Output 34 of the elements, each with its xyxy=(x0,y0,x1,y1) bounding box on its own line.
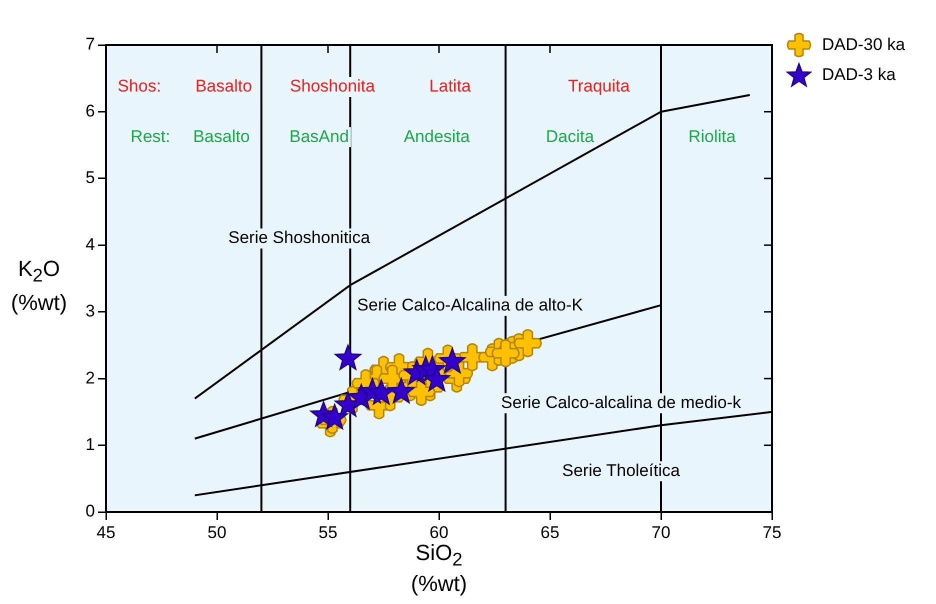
y-tick-label: 3 xyxy=(86,302,95,321)
annotation: Basalto xyxy=(195,76,252,96)
annotation: Shos: xyxy=(118,76,162,96)
annotation: Riolita xyxy=(688,126,736,146)
x-tick-label: 60 xyxy=(430,522,448,542)
annotation: Serie Tholeítica xyxy=(562,460,680,480)
annotation: Serie Calco-alcalina de medio-k xyxy=(501,392,742,412)
y-tick-label: 5 xyxy=(86,168,95,188)
x-axis-title: SiO$_{2}$ (%wt) xyxy=(410,540,468,596)
annotation: Andesita xyxy=(404,126,470,146)
annotation: Serie Calco-Alcalina de alto-K xyxy=(357,296,584,315)
y-tick-label: 7 xyxy=(86,34,95,54)
annotation: Basalto xyxy=(193,126,250,146)
x-tick-label: 50 xyxy=(208,522,226,542)
y-tick-label: 0 xyxy=(86,502,95,521)
annotation: Shoshonita xyxy=(290,76,376,96)
annotation: Traquita xyxy=(568,76,630,96)
annotation: Dacita xyxy=(546,126,595,146)
x-tick-label: 65 xyxy=(540,522,560,542)
x-tick-label: 55 xyxy=(318,522,338,542)
legend-label: DAD-3 ka xyxy=(822,65,896,85)
annotation: BasAnd xyxy=(289,126,349,146)
y-axis-title: K$_{2}$O (%wt) xyxy=(10,255,68,318)
y-tick-label: 4 xyxy=(86,234,95,254)
x-tick-label: 70 xyxy=(652,522,670,542)
y-tick-label: 1 xyxy=(86,434,95,454)
annotation: Serie Shoshonitica xyxy=(228,228,371,248)
x-tick-label: 45 xyxy=(96,522,116,542)
annotation: Rest: xyxy=(130,126,170,146)
y-tick-label: 6 xyxy=(86,101,95,120)
legend-label: DAD-30 ka xyxy=(822,35,906,55)
annotation: Latita xyxy=(429,76,472,96)
x-tick-label: 75 xyxy=(762,522,782,542)
y-tick-label: 2 xyxy=(86,368,95,388)
